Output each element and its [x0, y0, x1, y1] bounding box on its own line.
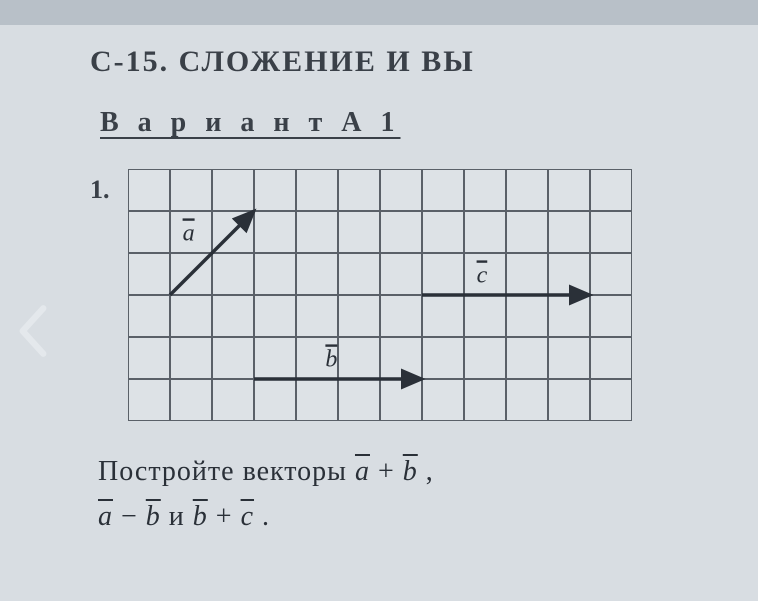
plus-1: +	[370, 456, 403, 487]
instr-and: и	[161, 501, 193, 532]
problem-number: 1.	[90, 175, 110, 205]
vector-label-a: a	[182, 220, 194, 246]
problem-1: 1. a b c	[90, 169, 718, 426]
variant-heading: В а р и а н т А 1	[100, 107, 718, 139]
instruction-text: Постройте векторы a + b , a − b и b + c …	[98, 450, 718, 540]
instr-prefix-1: Постройте векторы	[98, 456, 355, 487]
section-title: С-15. СЛОЖЕНИЕ И ВЫ	[90, 45, 718, 79]
vector-label-c: c	[476, 262, 487, 288]
vec-b-2: b	[146, 501, 161, 532]
vec-b-1: b	[403, 456, 418, 487]
period-1: .	[254, 501, 270, 532]
vector-grid: a b c	[128, 169, 632, 426]
vec-a-1: a	[355, 456, 370, 487]
vec-b-3: b	[193, 501, 208, 532]
minus-1: −	[113, 501, 146, 532]
chevron-left-icon[interactable]	[12, 300, 54, 362]
grid-svg: a b c	[128, 169, 632, 421]
comma-1: ,	[418, 456, 434, 487]
vec-c-1: c	[241, 501, 254, 532]
vec-a-2: a	[98, 501, 113, 532]
vector-label-b: b	[325, 346, 337, 372]
page-surface: С-15. СЛОЖЕНИЕ И ВЫ В а р и а н т А 1 1.…	[0, 25, 758, 601]
plus-2: +	[208, 501, 241, 532]
